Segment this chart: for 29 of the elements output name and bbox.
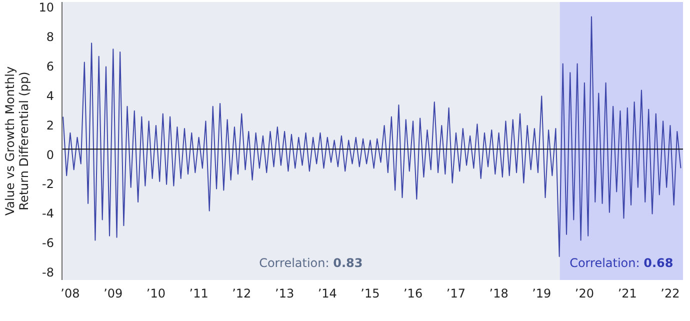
y-tick-label: -6: [42, 236, 54, 250]
y-axis-title: Value vs Growth Monthly Return Differential (pp): [3, 66, 31, 216]
x-tick-label: ’20: [574, 286, 594, 301]
band-label: Correlation: 0.68: [570, 256, 674, 270]
x-tick-label: ’17: [446, 286, 466, 301]
x-tick-label: ’19: [532, 286, 552, 301]
x-tick-label: ’16: [403, 286, 423, 301]
x-tick-label: ’12: [232, 286, 252, 301]
y-tick-label: 4: [46, 88, 54, 103]
x-tick-label: ’14: [318, 286, 337, 301]
x-tick-label: ’18: [489, 286, 508, 301]
y-tick-label: 2: [46, 118, 54, 132]
line-series: [62, 16, 682, 257]
x-tick-label: ’13: [275, 286, 294, 301]
y-tick-label: 6: [46, 60, 54, 74]
y-tick-label: -4: [42, 206, 54, 221]
x-tick-label: ’11: [189, 286, 208, 301]
y-tick-label: 0: [46, 148, 54, 162]
x-tick-label: ’15: [360, 286, 380, 301]
band-label: Correlation: 0.83: [259, 256, 363, 270]
y-tick-label: -8: [42, 265, 54, 280]
x-tick-label: ’08: [60, 286, 80, 301]
y-tick-label: 10: [38, 0, 54, 15]
x-tick-label: ’09: [104, 286, 123, 301]
x-tick-label: ’10: [146, 286, 166, 301]
y-tick-label: -2: [42, 177, 54, 192]
x-tick-label: ’21: [618, 286, 637, 301]
x-tick-label: ’22: [660, 286, 680, 301]
y-tick-label: 8: [46, 30, 54, 44]
